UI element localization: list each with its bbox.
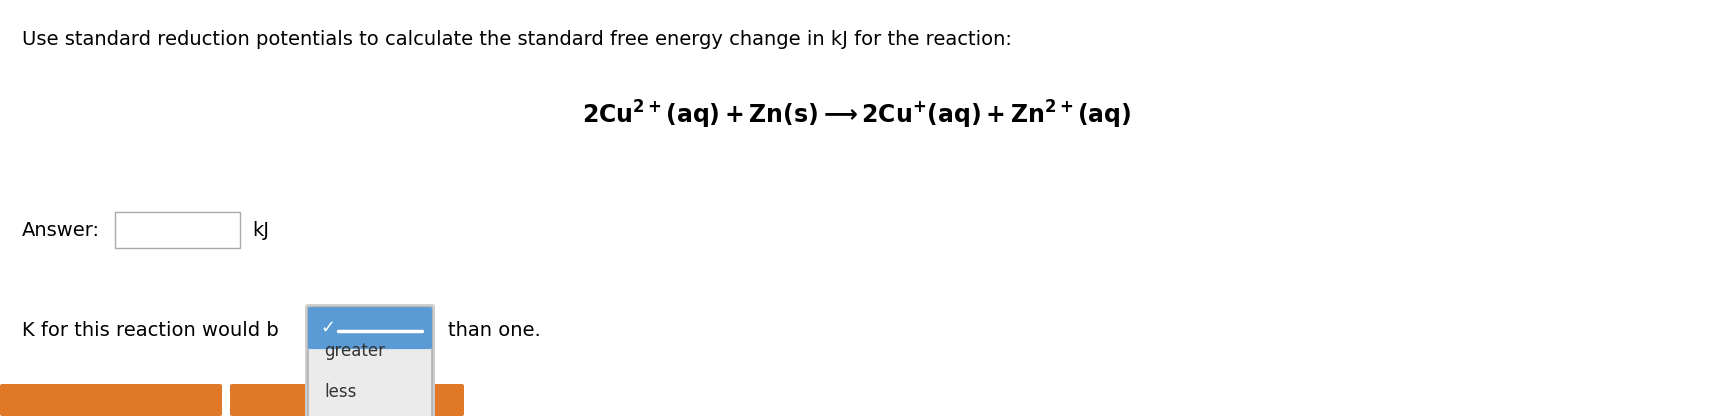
Text: K for this reaction would b: K for this reaction would b — [22, 320, 279, 339]
Text: greater: greater — [324, 342, 386, 360]
Text: Answer:: Answer: — [22, 220, 99, 240]
FancyBboxPatch shape — [309, 307, 432, 349]
Text: ✓: ✓ — [321, 319, 336, 337]
FancyBboxPatch shape — [230, 384, 464, 416]
Text: kJ: kJ — [252, 220, 269, 240]
FancyBboxPatch shape — [305, 304, 435, 416]
Bar — [115, 212, 240, 248]
Text: Use standard reduction potentials to calculate the standard free energy change i: Use standard reduction potentials to cal… — [22, 30, 1011, 49]
Text: less: less — [324, 383, 357, 401]
FancyBboxPatch shape — [309, 307, 432, 416]
FancyBboxPatch shape — [0, 384, 223, 416]
Text: than one.: than one. — [447, 320, 540, 339]
Text: $\bf{2Cu^{2+}(aq) + Zn(s){\longrightarrow}2Cu^{+}(aq) + Zn^{2+}(aq)}$: $\bf{2Cu^{2+}(aq) + Zn(s){\longrightarro… — [583, 99, 1131, 131]
